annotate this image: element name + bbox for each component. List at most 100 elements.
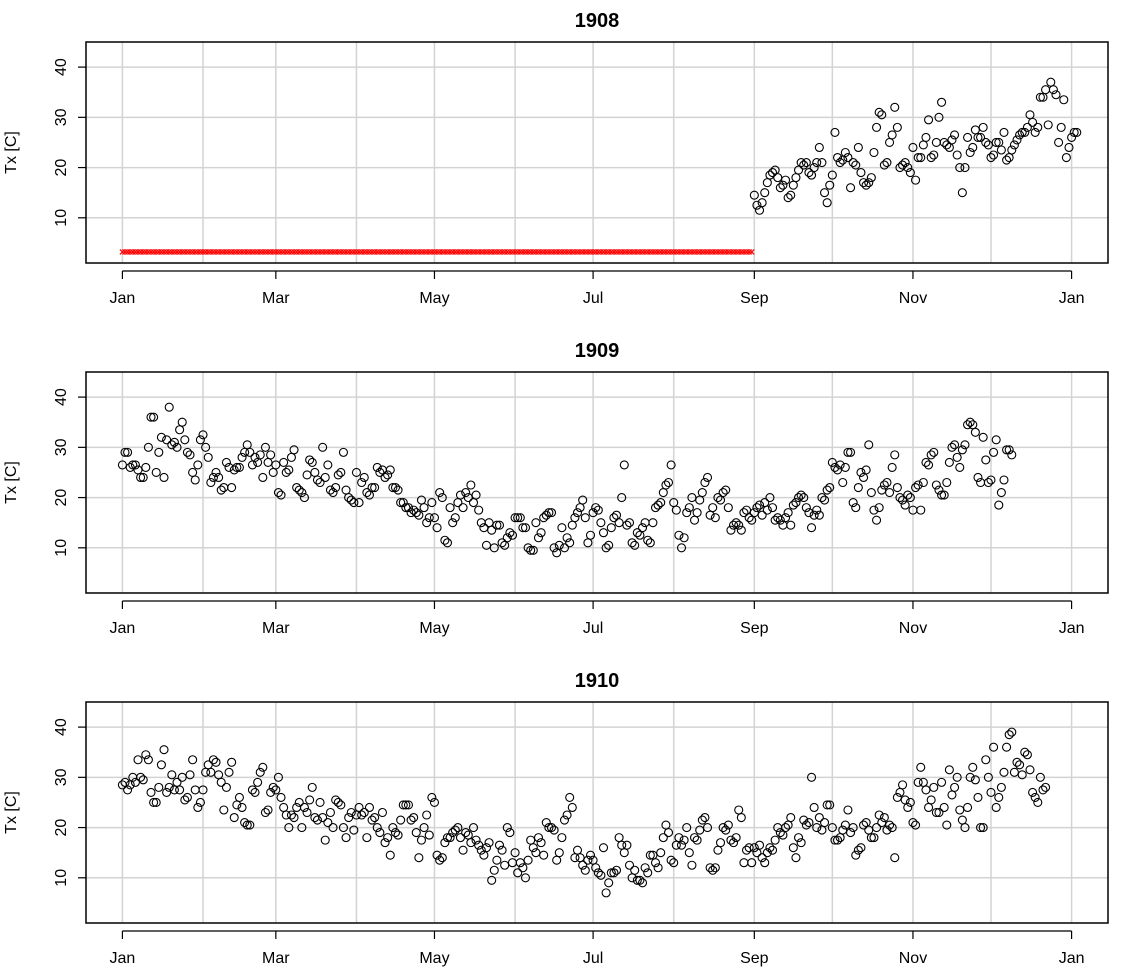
data-point	[806, 523, 817, 533]
data-point	[1046, 77, 1056, 87]
data-point	[279, 457, 289, 467]
data-point	[154, 782, 164, 792]
missing-marker	[317, 249, 323, 255]
data-point	[679, 835, 689, 845]
data-point	[744, 843, 754, 853]
missing-marker	[350, 249, 357, 255]
data-point	[245, 820, 255, 830]
data-point	[999, 475, 1009, 485]
data-point	[780, 175, 791, 185]
data-point	[130, 777, 140, 787]
missing-marker	[499, 249, 506, 255]
data-point	[305, 795, 315, 805]
data-point	[328, 487, 338, 498]
data-point	[154, 447, 164, 457]
data-point	[591, 503, 601, 513]
missing-marker	[701, 249, 708, 255]
data-point	[604, 540, 614, 550]
data-point	[832, 835, 843, 845]
data-point	[630, 865, 640, 875]
missing-marker	[694, 249, 701, 255]
missing-marker	[428, 249, 435, 255]
missing-marker	[712, 249, 719, 255]
y-tick-label: 10	[53, 869, 70, 887]
data-point	[723, 820, 733, 830]
data-point	[643, 868, 653, 878]
missing-marker	[340, 249, 347, 255]
missing-marker	[179, 249, 186, 255]
data-points	[117, 402, 1017, 558]
missing-marker	[673, 249, 680, 255]
missing-marker	[218, 249, 225, 255]
data-point	[403, 800, 414, 810]
data-point	[918, 777, 928, 787]
data-point	[814, 142, 824, 153]
data-point	[723, 503, 733, 513]
data-point	[234, 792, 244, 802]
data-point	[606, 523, 616, 533]
data-point	[913, 480, 923, 490]
data-point	[349, 498, 359, 508]
data-point	[656, 848, 666, 858]
data-point	[380, 472, 390, 483]
data-point	[643, 535, 653, 545]
data-point	[739, 858, 749, 868]
data-point	[926, 795, 936, 805]
missing-marker	[379, 249, 386, 255]
missing-marker	[592, 249, 599, 255]
data-point	[172, 777, 182, 787]
data-point	[572, 845, 583, 855]
data-point	[609, 868, 619, 878]
data-point	[570, 513, 580, 523]
data-point	[989, 447, 999, 457]
missing-marker	[192, 249, 199, 255]
data-point	[409, 505, 419, 515]
data-point	[528, 843, 538, 853]
data-point	[1033, 122, 1043, 132]
data-point	[752, 503, 762, 513]
data-point	[630, 540, 640, 550]
data-point	[297, 487, 307, 498]
missing-marker	[231, 249, 238, 255]
missing-marker	[392, 249, 399, 255]
data-point	[549, 543, 559, 553]
missing-marker	[291, 249, 297, 255]
data-point	[981, 137, 991, 148]
data-point	[645, 850, 655, 860]
missing-marker	[418, 249, 425, 255]
data-point	[952, 452, 962, 462]
data-point	[957, 815, 967, 825]
missing-marker	[496, 249, 503, 255]
data-point	[942, 820, 952, 830]
data-point	[760, 188, 770, 198]
data-point	[133, 755, 143, 765]
y-tick-label: 40	[53, 388, 70, 406]
data-point	[1061, 152, 1071, 163]
data-point	[276, 792, 286, 802]
data-point	[866, 833, 876, 843]
missing-marker	[408, 249, 414, 255]
data-point	[487, 875, 497, 885]
data-point	[913, 777, 923, 787]
data-point	[689, 515, 700, 525]
x-axis: Jan Mar May Jul Sep Nov Jan	[110, 270, 1084, 307]
data-point	[406, 508, 416, 518]
data-point	[825, 482, 835, 493]
missing-marker	[189, 249, 196, 255]
x-tick-label: May	[419, 290, 449, 307]
data-point	[258, 762, 268, 772]
missing-marker	[514, 249, 521, 255]
data-point	[895, 493, 905, 503]
data-point	[721, 485, 731, 495]
x-axis: Jan Mar May Jul Sep Nov Jan	[110, 930, 1084, 967]
data-point	[1041, 85, 1051, 95]
data-point	[258, 472, 268, 483]
missing-marker	[571, 249, 578, 255]
data-point	[177, 772, 187, 782]
data-point	[552, 548, 562, 558]
data-point	[255, 450, 265, 460]
data-point	[658, 833, 668, 843]
data-point	[872, 515, 882, 525]
data-point	[926, 152, 936, 163]
y-axis: 10 20 30 40	[53, 388, 86, 557]
